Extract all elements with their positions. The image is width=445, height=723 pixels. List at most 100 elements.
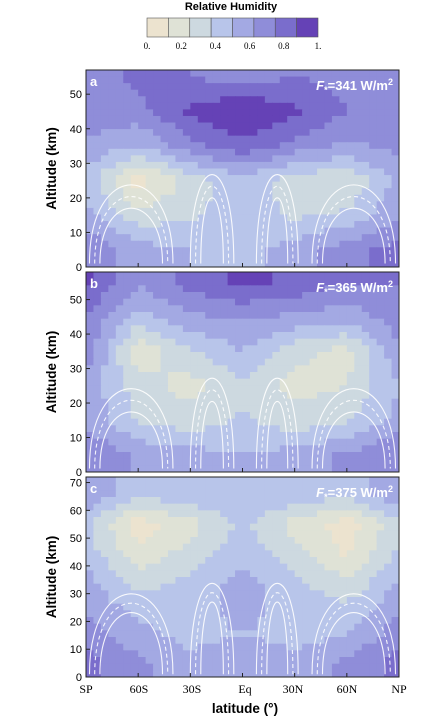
humidity-cell xyxy=(160,135,169,143)
humidity-cell xyxy=(294,663,303,671)
humidity-cell xyxy=(108,345,117,353)
humidity-cell xyxy=(302,227,311,235)
humidity-cell xyxy=(212,418,221,426)
humidity-cell xyxy=(257,161,266,170)
humidity-cell xyxy=(331,425,340,433)
humidity-cell xyxy=(324,445,333,453)
humidity-cell xyxy=(145,142,154,150)
humidity-cell xyxy=(279,272,288,280)
humidity-cell xyxy=(86,477,95,485)
humidity-cell xyxy=(302,161,311,170)
humidity-cell xyxy=(264,207,273,216)
humidity-cell xyxy=(287,227,296,235)
humidity-cell xyxy=(197,89,206,97)
humidity-cell xyxy=(376,358,385,366)
humidity-cell xyxy=(212,272,221,280)
humidity-cell xyxy=(324,610,333,618)
humidity-cell xyxy=(220,155,229,163)
humidity-cell xyxy=(167,372,177,380)
humidity-cell xyxy=(361,292,370,300)
humidity-cell xyxy=(354,194,363,202)
humidity-cell xyxy=(272,543,281,551)
humidity-cell xyxy=(182,398,191,406)
humidity-cell xyxy=(279,530,288,538)
humidity-cell xyxy=(145,465,154,472)
humidity-cell xyxy=(249,312,259,320)
humidity-cell xyxy=(182,465,191,472)
humidity-cell xyxy=(302,590,311,598)
humidity-cell xyxy=(242,537,251,545)
humidity-cell xyxy=(339,89,348,97)
humidity-cell xyxy=(123,597,132,605)
humidity-cell xyxy=(279,89,288,97)
humidity-cell xyxy=(339,483,348,491)
humidity-cell xyxy=(302,392,311,400)
humidity-cell xyxy=(369,425,378,433)
humidity-cell xyxy=(331,168,340,176)
humidity-cell xyxy=(361,438,370,446)
humidity-cell xyxy=(138,358,147,366)
humidity-cell xyxy=(287,465,296,472)
colorbar-tick-label: 0.8 xyxy=(278,41,290,51)
humidity-cell xyxy=(190,392,199,400)
humidity-cell xyxy=(249,432,259,440)
humidity-cell xyxy=(205,445,214,453)
humidity-cell xyxy=(272,135,281,143)
humidity-cell xyxy=(220,537,229,545)
humidity-cell xyxy=(339,458,348,466)
humidity-cell xyxy=(354,227,363,235)
humidity-cell xyxy=(302,530,311,538)
humidity-cell xyxy=(324,115,333,124)
humidity-cell xyxy=(235,563,244,571)
humidity-cell xyxy=(361,358,370,366)
humidity-cell xyxy=(123,214,132,222)
humidity-cell xyxy=(123,503,132,511)
humidity-cell xyxy=(235,358,244,366)
humidity-cell xyxy=(93,378,102,386)
humidity-cell xyxy=(138,332,147,340)
humidity-cell xyxy=(108,201,117,209)
humidity-cell xyxy=(93,510,102,518)
humidity-cell xyxy=(354,530,363,538)
humidity-cell xyxy=(264,292,273,300)
humidity-cell xyxy=(384,260,393,267)
humidity-cell xyxy=(331,115,340,124)
humidity-cell xyxy=(279,102,288,110)
humidity-cell xyxy=(309,305,318,313)
humidity-cell xyxy=(227,557,236,565)
humidity-cell xyxy=(279,425,288,433)
humidity-cell xyxy=(317,477,326,485)
humidity-cell xyxy=(93,563,102,571)
flux-annotation: F*=341 W/m2 xyxy=(316,77,393,95)
humidity-cell xyxy=(130,597,139,605)
humidity-cell xyxy=(279,234,288,242)
humidity-cell xyxy=(235,398,244,406)
humidity-cell xyxy=(167,378,177,386)
humidity-cell xyxy=(264,312,273,320)
humidity-cell xyxy=(100,623,109,631)
humidity-cell xyxy=(212,358,221,366)
humidity-cell xyxy=(235,83,244,91)
humidity-cell xyxy=(153,438,162,446)
humidity-cell xyxy=(227,338,236,346)
humidity-cell xyxy=(108,603,117,611)
humidity-cell xyxy=(384,378,393,386)
humidity-cell xyxy=(369,490,378,498)
humidity-cell xyxy=(227,135,236,143)
humidity-cell xyxy=(324,597,333,605)
humidity-cell xyxy=(153,503,162,511)
humidity-cell xyxy=(354,398,363,406)
humidity-cell xyxy=(197,292,206,300)
humidity-cell xyxy=(294,465,303,472)
y-tick-label: 30 xyxy=(70,158,82,170)
humidity-cell xyxy=(339,115,348,124)
humidity-cell xyxy=(242,188,251,196)
humidity-cell xyxy=(86,188,95,196)
humidity-cell xyxy=(160,155,169,163)
humidity-cell xyxy=(175,96,184,104)
humidity-cell xyxy=(235,122,244,130)
humidity-cell xyxy=(331,253,340,262)
humidity-cell xyxy=(242,483,251,491)
humidity-cell xyxy=(249,83,259,91)
humidity-cell xyxy=(249,365,259,373)
